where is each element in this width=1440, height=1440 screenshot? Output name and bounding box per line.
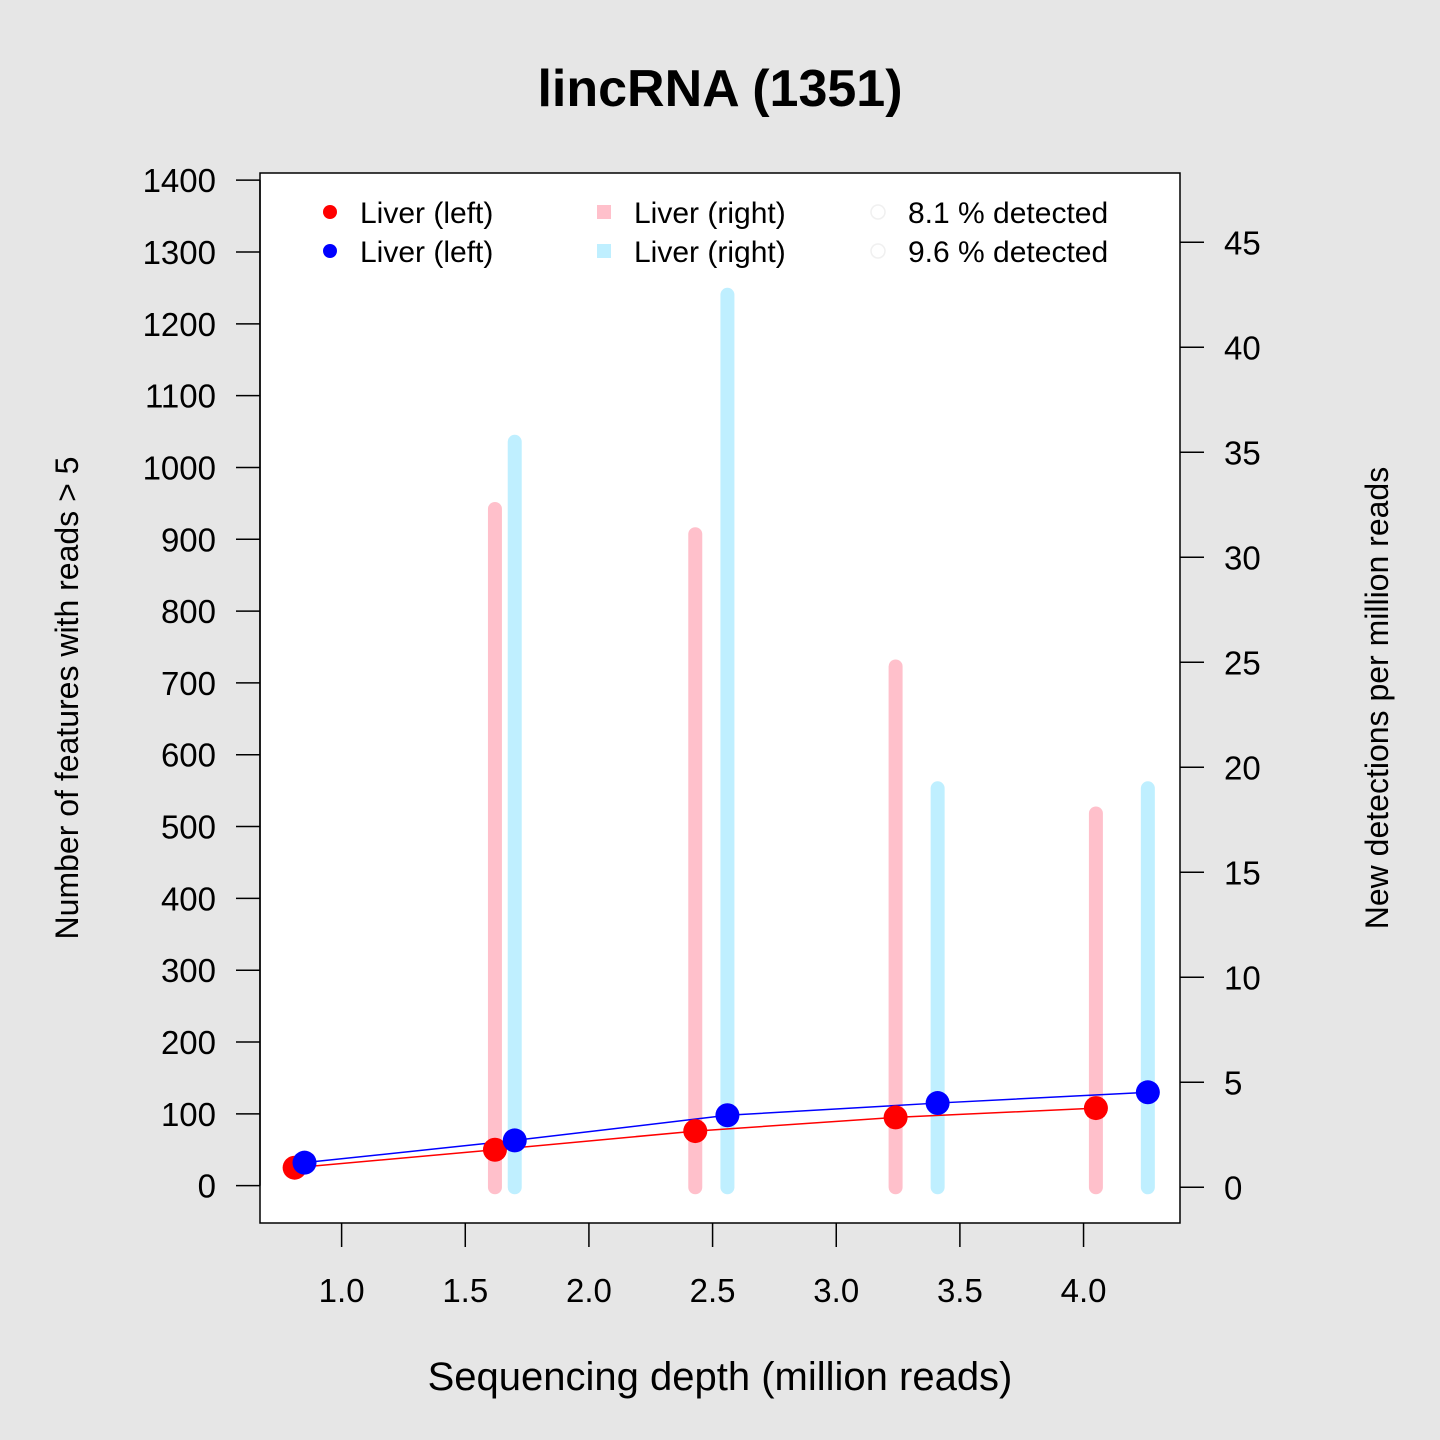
legend: Liver (left) Liver (left) Liver (right) Liv… — [323, 197, 1108, 269]
y-tick-label-0: 0 — [198, 1168, 216, 1205]
points-layer — [282, 1080, 1160, 1180]
y2-tick-label-7: 35 — [1224, 434, 1261, 471]
x-tick-label-3: 2.5 — [690, 1272, 736, 1309]
x-tick-label-6: 4.0 — [1061, 1272, 1107, 1309]
x-tick-label-5: 3.5 — [937, 1272, 983, 1309]
y2-tick-label-9: 45 — [1224, 224, 1261, 261]
y-tick-label-13: 1300 — [143, 234, 216, 271]
plot-area — [259, 172, 1181, 1224]
legend-circle-icon-5 — [870, 243, 886, 259]
y-tick-label-4: 400 — [161, 880, 216, 917]
legend-label-4: 8.1 % detected — [908, 197, 1108, 230]
x-tick-label-4: 3.0 — [813, 1272, 859, 1309]
y2-tick-label-1: 5 — [1224, 1064, 1242, 1101]
legend-circle-icon-4 — [870, 204, 886, 220]
y-axis-right: 0 5 10 15 20 25 30 35 40 45 — [1180, 224, 1261, 1206]
y2-tick-label-3: 15 — [1224, 854, 1261, 891]
data-point-0-3 — [883, 1105, 908, 1130]
legend-square-icon-2 — [597, 205, 611, 219]
x-tick-label-2: 2.0 — [566, 1272, 612, 1309]
y-tick-label-7: 700 — [161, 665, 216, 702]
legend-dot-icon-1 — [323, 244, 337, 258]
y-axis-left: 0 100 200 300 400 500 600 700 800 900 1000 1100 1200… — [143, 162, 261, 1205]
bars-layer — [487, 287, 1155, 1195]
y2-tick-label-8: 40 — [1224, 329, 1261, 366]
y-tick-label-10: 1000 — [143, 449, 216, 486]
data-point-0-1 — [482, 1137, 507, 1162]
legend-label-2: Liver (right) — [634, 197, 786, 230]
y2-tick-label-4: 20 — [1224, 749, 1261, 786]
x-axis-label: Sequencing depth (million reads) — [428, 1355, 1013, 1399]
y2-tick-label-2: 10 — [1224, 959, 1261, 996]
data-point-0-2 — [683, 1119, 708, 1144]
y-tick-label-6: 600 — [161, 737, 216, 774]
y2-axis-label: New detections per million reads — [1359, 467, 1395, 929]
y-tick-label-2: 200 — [161, 1024, 216, 1061]
y-tick-label-5: 500 — [161, 809, 216, 846]
y-tick-label-9: 900 — [161, 521, 216, 558]
y2-tick-label-0: 0 — [1224, 1169, 1242, 1206]
data-point-1-4 — [1135, 1080, 1160, 1105]
data-point-1-1 — [502, 1128, 527, 1153]
legend-square-icon-3 — [597, 244, 611, 258]
x-tick-label-0: 1.0 — [319, 1272, 365, 1309]
x-axis: 1.0 1.5 2.0 2.5 3.0 3.5 4.0 — [319, 1223, 1107, 1309]
x-tick-label-1: 1.5 — [442, 1272, 488, 1309]
legend-dot-icon-0 — [323, 205, 337, 219]
y-tick-label-8: 800 — [161, 593, 216, 630]
data-point-1-3 — [925, 1091, 950, 1116]
y2-tick-label-6: 30 — [1224, 539, 1261, 576]
y-tick-label-11: 1100 — [145, 378, 216, 415]
legend-label-0: Liver (left) — [360, 197, 493, 230]
y-tick-label-3: 300 — [161, 952, 216, 989]
chart-title: lincRNA (1351) — [537, 60, 902, 118]
y2-tick-label-5: 25 — [1224, 644, 1261, 681]
y-tick-label-12: 1200 — [143, 306, 216, 343]
legend-label-5: 9.6 % detected — [908, 236, 1108, 269]
legend-label-1: Liver (left) — [360, 236, 493, 269]
y-tick-label-1: 100 — [161, 1096, 216, 1133]
data-point-1-2 — [715, 1103, 740, 1128]
data-point-1-0 — [292, 1150, 317, 1175]
y-tick-label-14: 1400 — [143, 162, 216, 199]
data-point-0-4 — [1083, 1096, 1108, 1121]
y-axis-label: Number of features with reads > 5 — [49, 457, 85, 940]
legend-label-3: Liver (right) — [634, 236, 786, 269]
